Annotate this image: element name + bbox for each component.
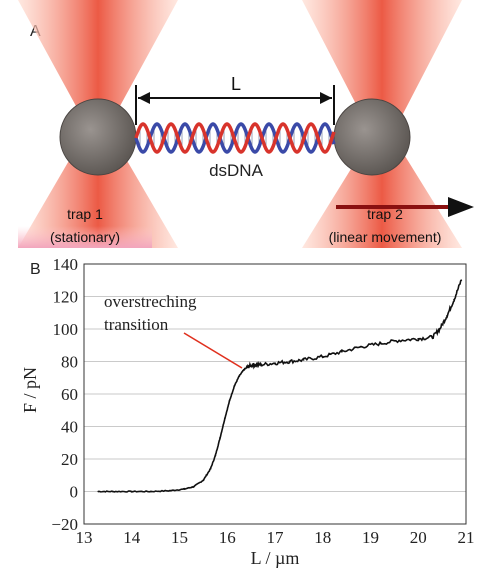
x-tick-label: 21 <box>458 528 475 547</box>
x-tick-label: 19 <box>362 528 379 547</box>
data-point <box>130 490 133 493</box>
data-point <box>453 298 455 301</box>
x-tick-label: 15 <box>171 528 188 547</box>
x-tick-label: 17 <box>267 528 285 547</box>
dna-helix <box>134 122 336 154</box>
data-point <box>97 490 100 493</box>
movement-arrow <box>336 197 474 217</box>
x-axis-label: L / µm <box>251 548 300 568</box>
x-tick-label: 20 <box>410 528 427 547</box>
data-point <box>340 350 343 353</box>
data-point <box>183 488 186 490</box>
data-point <box>228 399 231 402</box>
force-curve <box>98 279 462 493</box>
data-point <box>438 328 441 330</box>
plot-frame <box>83 263 467 525</box>
trap1-bead <box>59 98 137 176</box>
data-point <box>379 342 381 345</box>
data-point <box>398 339 401 342</box>
data-point <box>214 454 217 457</box>
panel-b: B −20 0 20 40 60 80 100 120 140 13 14 15 16 17 18 19 20 2… <box>20 255 475 568</box>
y-tick-label: 100 <box>53 320 79 339</box>
x-tick-label: 13 <box>76 528 93 547</box>
x-tick-label: 16 <box>219 528 236 547</box>
data-point <box>288 360 291 363</box>
trap1-note: (stationary) <box>50 229 120 245</box>
data-point <box>223 417 226 420</box>
y-tick-label: 40 <box>61 418 78 437</box>
data-point <box>247 365 250 368</box>
data-point <box>243 368 245 371</box>
data-point <box>252 363 255 366</box>
data-point <box>417 337 420 340</box>
y-tick-label: 60 <box>61 385 78 404</box>
data-point <box>111 490 114 493</box>
data-point <box>209 467 212 470</box>
panel-b-label: B <box>30 261 41 278</box>
y-tick-label: 20 <box>61 450 78 469</box>
annotation-pointer <box>183 332 243 369</box>
annotation-line2: transition <box>104 315 169 334</box>
data-point <box>431 336 434 339</box>
data-point <box>238 375 241 378</box>
data-point <box>219 436 221 439</box>
annotation-line1: overstreching <box>104 292 197 311</box>
data-point <box>360 345 362 348</box>
x-tick-label: 14 <box>123 528 141 547</box>
data-point <box>233 384 236 387</box>
y-tick-label: 120 <box>53 288 79 307</box>
data-point <box>169 489 171 492</box>
x-tick-label: 18 <box>314 528 331 547</box>
trap2-bead <box>333 98 411 176</box>
data-point <box>149 490 152 493</box>
panel-a: A L dsDNA trap 1 (stationary) trap 2 (li <box>18 0 474 248</box>
data-point <box>192 485 195 488</box>
data-point <box>302 358 305 361</box>
data-point <box>460 279 463 282</box>
data-point <box>274 362 276 365</box>
trap2-name: trap 2 <box>367 206 403 222</box>
dna-strand-red <box>134 122 336 154</box>
data-point <box>321 355 324 358</box>
length-arrow <box>135 85 335 125</box>
y-tick-label: 0 <box>70 483 79 502</box>
molecule-label: dsDNA <box>209 161 264 180</box>
y-tick-label: 140 <box>53 255 79 274</box>
length-label: L <box>231 74 241 94</box>
data-point <box>446 315 448 317</box>
dna-strand-blue <box>134 122 336 154</box>
trap2-note: (linear movement) <box>329 229 442 245</box>
y-tick-label: 80 <box>61 353 78 372</box>
y-tick-label: −20 <box>51 515 78 534</box>
data-point <box>202 479 205 482</box>
trap1-name: trap 1 <box>67 206 103 222</box>
data-point <box>259 363 262 366</box>
force-extension-chart: −20 0 20 40 60 80 100 120 140 13 14 15 16 17 18 19 20 21 <box>51 255 474 547</box>
y-axis-label: F / pN <box>20 367 40 413</box>
